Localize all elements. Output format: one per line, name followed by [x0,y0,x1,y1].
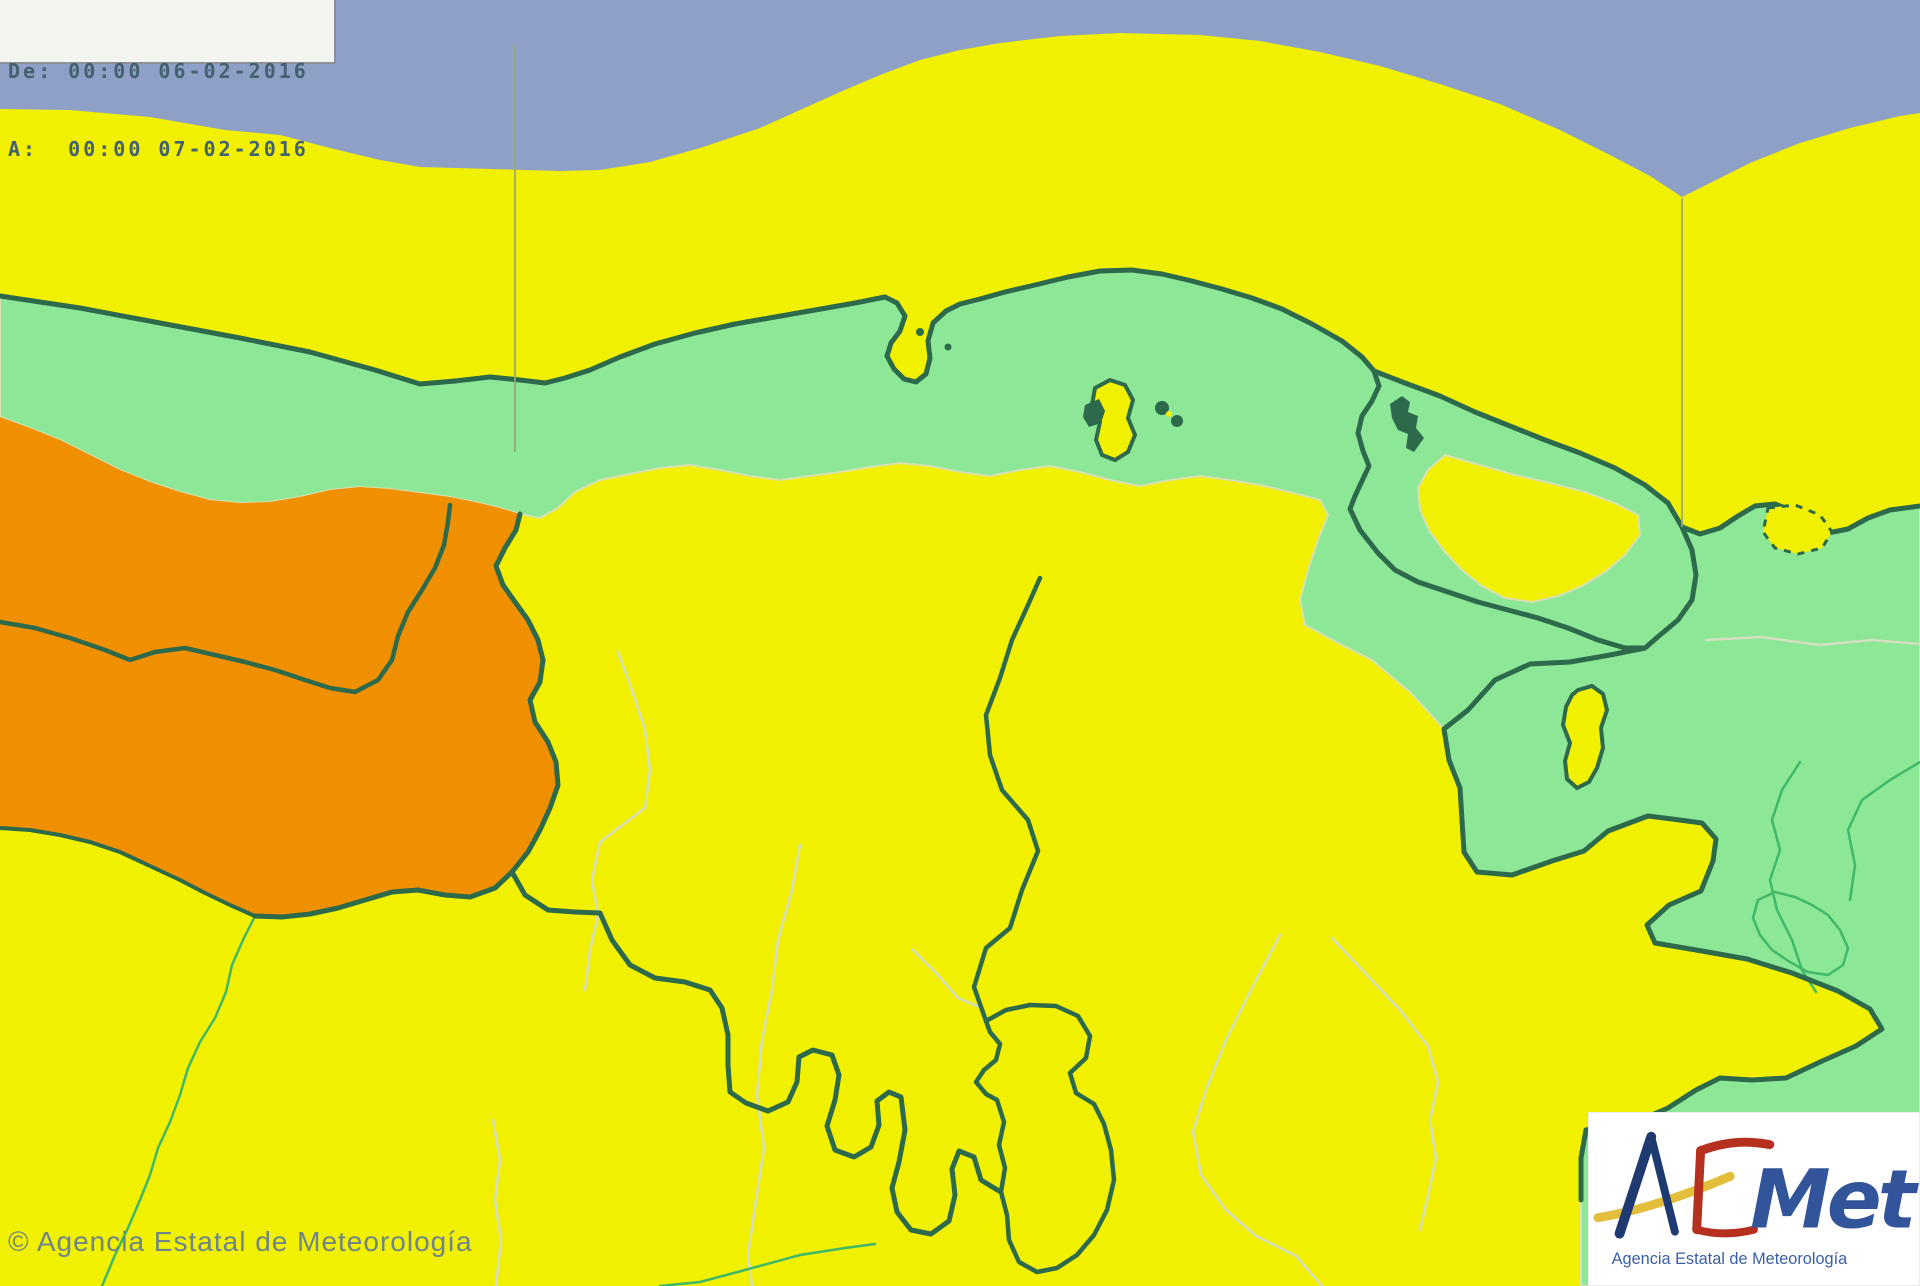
marsh-anchor [1390,396,1424,452]
enclave-teardrop [1560,683,1610,791]
logo-met-text: Met [1750,1154,1919,1248]
sea-region [0,0,1920,197]
estuary-islands [916,328,1183,427]
enclave-dashed [1761,503,1834,556]
aemet-logo: Met Agencia Estatal de Meteorología [1588,1112,1920,1286]
logo-subtitle: Agencia Estatal de Meteorología [1612,1250,1848,1268]
logo-letter-e [1692,1137,1775,1238]
maritime-boundary-lines [514,45,1683,527]
validity-period-box: De: 00:00 06-02-2016 A: 00:00 07-02-2016 [0,0,336,161]
estuary-blob [1083,399,1105,427]
orange-warning-region [0,417,558,917]
minor-boundary-lines [491,635,1920,1286]
period-from-line: De: 00:00 06-02-2016 [8,59,309,83]
island-gap [1166,411,1172,417]
aemet-logo-graphic: Met Agencia Estatal de Meteorología [1593,1131,1919,1268]
municipal-boundary-lines [100,760,1920,1286]
period-to-line: A: 00:00 07-02-2016 [8,137,309,161]
copyright-text: © Agencia Estatal de Meteorología [8,1226,473,1257]
logo-letter-a [1614,1131,1657,1239]
yellow-wedge-zone [1416,453,1642,604]
